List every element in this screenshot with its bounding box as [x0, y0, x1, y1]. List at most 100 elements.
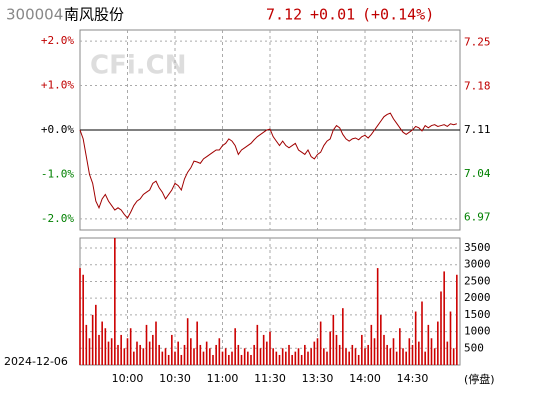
- volume-bar: [351, 344, 354, 365]
- volume-bar: [82, 274, 84, 365]
- volume-bar: [427, 324, 430, 365]
- volume-bar: [446, 341, 449, 365]
- volume-bar: [364, 348, 366, 365]
- volume-bar: [158, 344, 160, 365]
- volume-bar: [237, 344, 240, 365]
- volume-bar: [411, 344, 414, 365]
- x-tick-label: 11:30: [254, 372, 286, 385]
- volume-bar: [196, 321, 198, 365]
- stock-code: 300004: [6, 6, 63, 24]
- y-tick-label: 2500: [464, 274, 491, 287]
- volume-bar: [376, 268, 379, 365]
- volume-bar: [107, 341, 110, 365]
- y-tick-label: -1.0%: [41, 167, 74, 180]
- date-label: 2024-12-06: [4, 355, 68, 368]
- volume-bar: [247, 351, 249, 365]
- volume-bar: [193, 348, 195, 365]
- volume-bar: [259, 348, 262, 365]
- volume-bar: [288, 344, 290, 365]
- price-line: [79, 112, 457, 219]
- volume-bar: [380, 314, 382, 365]
- price: 7.12: [266, 6, 302, 24]
- volume-bar: [323, 348, 325, 365]
- y-tick-label: 3500: [464, 241, 491, 254]
- volume-bar: [174, 351, 176, 365]
- volume-bar: [332, 314, 335, 365]
- suspension-label: (停盘): [464, 372, 495, 386]
- volume-bar: [342, 308, 344, 365]
- volume-bar: [186, 318, 189, 365]
- volume-bar: [433, 348, 436, 365]
- volume-bar: [300, 354, 303, 365]
- volume-bar: [361, 334, 363, 365]
- volume-bar: [161, 351, 164, 365]
- volume-bar: [272, 348, 274, 365]
- volume-bar: [383, 334, 385, 365]
- y-tick-label: 1000: [464, 325, 491, 338]
- volume-bar: [269, 331, 271, 365]
- volume-bar: [370, 324, 373, 365]
- volume-bar: [310, 348, 312, 365]
- volume-bar: [145, 324, 148, 365]
- volume-bar: [152, 334, 154, 365]
- volume-bar: [399, 328, 401, 365]
- volume-bar: [408, 338, 411, 365]
- volume-bar: [262, 334, 265, 365]
- volume-bar: [240, 354, 243, 365]
- stock-name: 南风股份: [64, 6, 124, 24]
- volume-bar: [215, 344, 217, 365]
- volume-bar: [373, 338, 376, 365]
- volume-bar: [126, 338, 129, 365]
- volume-bar: [424, 351, 426, 365]
- x-tick-label: 13:30: [302, 372, 334, 385]
- volume-bar: [243, 348, 246, 365]
- watermark: CFi.CN: [90, 51, 186, 81]
- y-tick-label: 3000: [464, 258, 491, 271]
- volume-bar: [281, 348, 284, 365]
- volume-bar: [367, 344, 369, 365]
- volume-bar: [167, 354, 170, 365]
- volume-bar: [129, 328, 132, 365]
- volume-bar: [414, 311, 417, 365]
- volume-bar: [180, 354, 183, 365]
- change-pct: (+0.14%): [362, 6, 434, 24]
- volume-bar: [136, 341, 138, 365]
- volume-bar: [449, 311, 452, 365]
- volume-bar: [234, 328, 236, 365]
- volume-bar: [452, 348, 455, 365]
- volume-bar: [120, 334, 122, 365]
- y-tick-label: 2000: [464, 291, 491, 304]
- volume-bar: [101, 321, 103, 365]
- y2-tick-label: 7.18: [464, 79, 491, 92]
- volume-bar: [224, 348, 227, 365]
- volume-bar: [348, 351, 350, 365]
- volume-bar: [164, 348, 167, 365]
- volume-bar: [313, 341, 316, 365]
- volume-bar: [443, 271, 445, 365]
- x-tick-label: 10:30: [159, 372, 191, 385]
- volume-bar: [307, 351, 309, 365]
- volume-bar: [275, 351, 278, 365]
- volume-bar: [345, 348, 347, 365]
- volume-bar: [253, 344, 255, 365]
- volume-bar: [171, 334, 173, 365]
- volume-bar: [114, 238, 116, 365]
- volume-bar: [104, 328, 107, 365]
- volume-bar: [430, 338, 433, 365]
- volume-bar: [386, 344, 388, 365]
- volume-bar: [250, 354, 252, 365]
- volume-bar: [183, 344, 186, 365]
- volume-bar: [294, 351, 297, 365]
- volume-bar: [395, 351, 398, 365]
- volume-bar: [142, 348, 145, 365]
- y2-tick-label: 7.11: [464, 123, 491, 136]
- volume-bar: [291, 354, 293, 365]
- y-tick-label: -2.0%: [41, 212, 74, 225]
- volume-bar: [218, 338, 221, 365]
- volume-bar: [133, 351, 135, 365]
- volume-bar: [88, 338, 91, 365]
- volume-bar: [117, 344, 119, 365]
- y-tick-label: +2.0%: [41, 34, 74, 47]
- volume-bar: [155, 321, 157, 365]
- change: +0.01: [310, 6, 355, 24]
